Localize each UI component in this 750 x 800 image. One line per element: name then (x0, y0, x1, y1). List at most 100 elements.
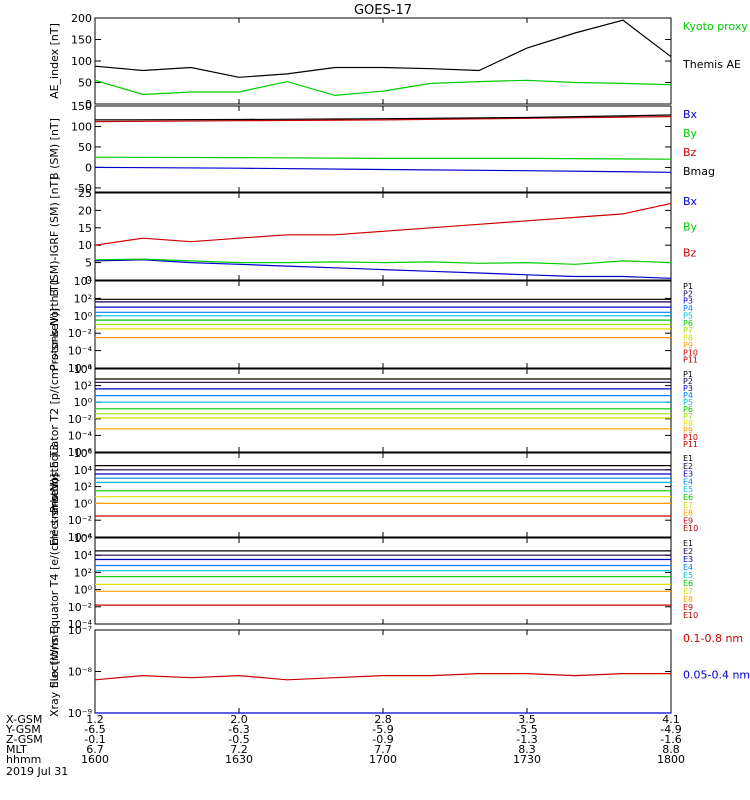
series-line-bx (94, 166, 672, 173)
x-row-value: 1700 (369, 753, 397, 766)
y-tick-label: 10⁻² (68, 514, 92, 527)
x-row-value: 1.2 (86, 713, 104, 726)
legend-entry: 0.1-0.8 nm (683, 632, 743, 645)
x-row-value: 7.7 (374, 743, 392, 756)
x-row-value: -1.3 (516, 733, 537, 746)
legend-entry: E7 (683, 501, 693, 510)
x-row-value: 8.3 (518, 743, 536, 756)
x-row-label: Y-GSM (5, 723, 41, 736)
legend-entry: E3 (683, 470, 693, 479)
x-row-value: -6.3 (228, 723, 249, 736)
y-tick-label: 200 (71, 12, 92, 25)
x-row-value: 1630 (225, 753, 253, 766)
legend-entry: E10 (683, 524, 698, 533)
y-tick-label: 0 (85, 274, 92, 287)
legend-entry: E4 (683, 563, 693, 572)
y-tick-label: 10⁴ (74, 275, 93, 288)
figure-title: GOES-17 (354, 3, 412, 18)
series-line-bmag (94, 114, 672, 121)
y-axis-label: AE_index [nT] (48, 23, 61, 99)
y-tick-label: 100 (71, 55, 92, 68)
x-row-label: hhmm (6, 753, 41, 766)
legend-entry: P5 (683, 398, 693, 407)
x-row-value: -5.5 (516, 723, 537, 736)
legend-entry: Bx (683, 108, 698, 121)
legend-entry: P10 (683, 433, 698, 442)
y-tick-label: 10⁻² (68, 413, 92, 426)
x-row-value: -0.1 (84, 733, 105, 746)
y-tick-label: -50 (74, 182, 92, 195)
y-axis-label: B (SM)-IGRF (SM) [nT] (48, 176, 61, 296)
y-axis-label: Protons North T1 (48, 278, 61, 371)
y-tick-label: 10⁴ (74, 549, 93, 562)
y-tick-label: 150 (71, 34, 92, 47)
y-tick-label: 10⁻² (68, 601, 92, 614)
legend-entry: By (683, 221, 698, 234)
y-tick-label: 50 (78, 77, 92, 90)
y-tick-label: 10 (78, 239, 92, 252)
legend-entry: Bx (683, 195, 698, 208)
panel-1: 0 50 100 150 200 AE_index [nT] Kyoto proxy AE T… (48, 12, 750, 111)
legend-entry: P9 (683, 426, 693, 435)
x-row-value: 2.8 (374, 713, 392, 726)
legend-entry: P3 (683, 384, 693, 393)
x-row-value: -0.5 (228, 733, 249, 746)
legend-entry: E8 (683, 509, 693, 518)
legend-entry: P4 (683, 304, 693, 313)
date-label: 2019 Jul 31 (6, 765, 68, 778)
legend-entry: E3 (683, 555, 693, 564)
y-tick-label: 10⁴ (74, 363, 93, 376)
x-row-value: -5.9 (372, 723, 393, 736)
legend-entry: P2 (683, 289, 693, 298)
y-tick-label: 25 (78, 187, 92, 200)
x-row-value: 3.5 (518, 713, 536, 726)
y-tick-label: 10² (74, 481, 92, 494)
legend-entry: E2 (683, 547, 693, 556)
x-row-value: 1800 (657, 753, 685, 766)
series-line-bx (94, 259, 672, 279)
panel-frame (94, 629, 672, 714)
legend-entry: P1 (683, 370, 693, 379)
legend-entry: Themis AE (682, 58, 741, 71)
legend-entry: Bmag (683, 165, 715, 178)
y-tick-label: 50 (78, 141, 92, 154)
legend-entry: Kyoto proxy AE (683, 20, 750, 33)
panel-8: 10⁻⁷ 10⁻⁸ 10⁻⁹ Xray flux [W/m²] 0.1-0.8 nm 0.… (48, 624, 750, 720)
x-row-label: Z-GSM (6, 733, 43, 746)
y-tick-label: 10⁰ (74, 497, 93, 510)
panel-2: -50 0 50 100 150 B (SM) [nT] Bx By Bz Bmag (48, 100, 715, 195)
y-tick-label: 10² (74, 566, 92, 579)
legend-entry: By (683, 127, 698, 140)
y-axis-label: Protons Equator T2 [p/(cm²-s-sr-keV)] (48, 308, 61, 513)
y-tick-label: 10⁻² (68, 327, 92, 340)
x-row-value: -0.9 (372, 733, 393, 746)
legend-entry: P11 (683, 356, 698, 365)
panel-5: 10⁴ 10² 10⁰ 10⁻² 10⁻⁴ 10⁻⁶ Protons Equator T2 … (48, 308, 698, 513)
legend-entry: P3 (683, 297, 693, 306)
legend-entry: E2 (683, 462, 693, 471)
y-tick-label: 10² (74, 380, 92, 393)
y-tick-label: 10⁰ (74, 396, 93, 409)
series-line-bz (94, 116, 672, 123)
x-row-value: 4.1 (662, 713, 680, 726)
panel-6: 10⁶ 10⁴ 10² 10⁰ 10⁻² 10⁻⁴ Electrons North T3 E1… (48, 444, 698, 546)
y-axis-label: B (SM) [nT] (48, 118, 61, 180)
x-row-label: X-GSM (6, 713, 42, 726)
x-row-value: -6.5 (84, 723, 105, 736)
legend-entry: E8 (683, 595, 693, 604)
y-tick-label: 10⁰ (74, 310, 93, 323)
legend-entry: Bz (683, 146, 697, 159)
legend-entry: E5 (683, 485, 693, 494)
x-row-value: -4.9 (660, 723, 681, 736)
legend-entry: E10 (683, 611, 698, 620)
legend-entry: P8 (683, 334, 693, 343)
legend-entry: P9 (683, 341, 693, 350)
y-tick-label: 10⁻⁶ (68, 446, 93, 459)
panel-7: 10⁶ 10⁴ 10² 10⁰ 10⁻² 10⁻⁴ Electrons Equator T4… (48, 474, 698, 689)
legend-entry: E4 (683, 477, 693, 486)
y-axis-label: Xray flux [W/m²] (48, 626, 61, 717)
legend-entry: E6 (683, 493, 693, 502)
y-tick-label: 10⁻⁷ (68, 624, 92, 637)
